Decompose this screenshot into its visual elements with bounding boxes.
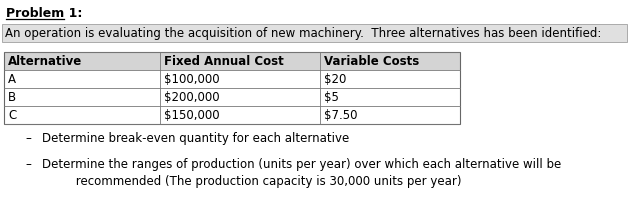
Text: $20: $20 (324, 73, 347, 86)
Text: Determine the ranges of production (units per year) over which each alternative : Determine the ranges of production (unit… (42, 158, 561, 188)
Text: Problem 1:: Problem 1: (6, 7, 82, 20)
Text: $5: $5 (324, 91, 339, 104)
Text: –: – (25, 132, 31, 145)
Text: An operation is evaluating the acquisition of new machinery.  Three alternatives: An operation is evaluating the acquisiti… (5, 27, 601, 40)
Text: $100,000: $100,000 (164, 73, 220, 86)
Text: $150,000: $150,000 (164, 109, 220, 122)
Text: Alternative: Alternative (8, 55, 82, 68)
Bar (4, 52, 460, 124)
Text: –: – (25, 158, 31, 171)
Text: B: B (8, 91, 16, 104)
Text: A: A (8, 73, 16, 86)
Bar (4, 52, 460, 70)
Text: Variable Costs: Variable Costs (324, 55, 420, 68)
Text: $200,000: $200,000 (164, 91, 220, 104)
Bar (2, 24, 627, 42)
Text: $7.50: $7.50 (324, 109, 357, 122)
Text: C: C (8, 109, 16, 122)
Text: Fixed Annual Cost: Fixed Annual Cost (164, 55, 284, 68)
Text: Determine break-even quantity for each alternative: Determine break-even quantity for each a… (42, 132, 349, 145)
